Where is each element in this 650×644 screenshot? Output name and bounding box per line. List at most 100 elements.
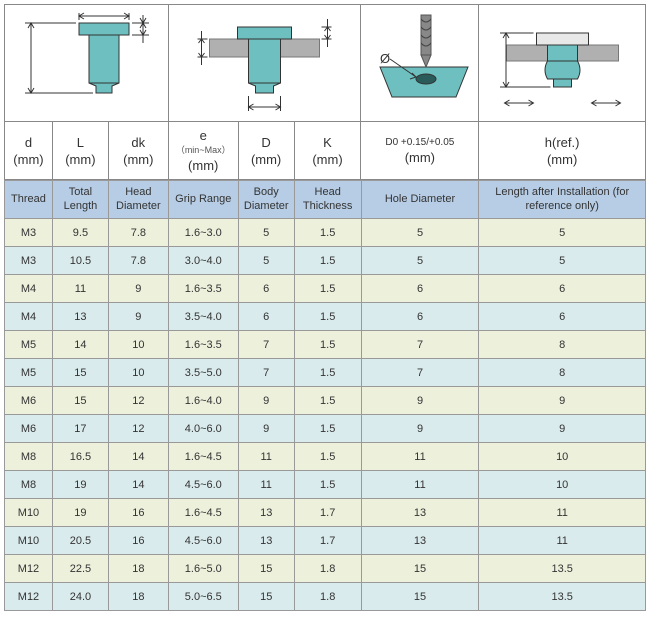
- table-cell: 11: [361, 471, 479, 499]
- table-cell: 4.0~6.0: [168, 415, 238, 443]
- table-cell: M8: [5, 443, 53, 471]
- table-cell: 9.5: [52, 219, 108, 247]
- dim-label: dk(mm): [109, 122, 169, 180]
- table-cell: 7: [238, 331, 294, 359]
- table-cell: 18: [108, 583, 168, 611]
- diagram-2: [169, 5, 362, 122]
- table-cell: 9: [361, 415, 479, 443]
- dim-label: D0 +0.15/+0.05(mm): [361, 122, 479, 180]
- dim-label: d(mm): [5, 122, 53, 180]
- table-cell: 5: [479, 247, 646, 275]
- table-cell: 9: [361, 387, 479, 415]
- svg-text:Ø: Ø: [380, 51, 390, 66]
- table-cell: 15: [52, 387, 108, 415]
- table-cell: 9: [108, 303, 168, 331]
- table-cell: 17: [52, 415, 108, 443]
- table-cell: 15: [361, 555, 479, 583]
- table-cell: 9: [238, 415, 294, 443]
- table-cell: 10: [479, 443, 646, 471]
- table-row: M1019161.6~4.5131.71311: [5, 499, 646, 527]
- table-cell: 15: [52, 359, 108, 387]
- table-cell: 10: [479, 471, 646, 499]
- table-cell: M3: [5, 219, 53, 247]
- diagram-row: < Ø: [4, 4, 646, 122]
- table-cell: 5: [361, 219, 479, 247]
- table-cell: 1.8: [294, 583, 361, 611]
- table-cell: 1.6~4.0: [168, 387, 238, 415]
- table-cell: 10: [108, 331, 168, 359]
- table-cell: 6: [238, 275, 294, 303]
- table-cell: M4: [5, 303, 53, 331]
- table-row: M1020.5164.5~6.0131.71311: [5, 527, 646, 555]
- table-cell: 16: [108, 527, 168, 555]
- table-cell: 15: [238, 583, 294, 611]
- table-cell: 7: [238, 359, 294, 387]
- table-cell: 11: [479, 499, 646, 527]
- table-cell: 16: [108, 499, 168, 527]
- col-header: Length after Installation (for reference…: [479, 181, 646, 219]
- table-cell: 1.5: [294, 415, 361, 443]
- table-cell: 22.5: [52, 555, 108, 583]
- table-cell: 11: [52, 275, 108, 303]
- table-cell: 1.5: [294, 303, 361, 331]
- table-cell: 1.6~3.0: [168, 219, 238, 247]
- table-cell: 13.5: [479, 555, 646, 583]
- table-cell: 1.5: [294, 219, 361, 247]
- table-cell: 13: [238, 499, 294, 527]
- table-cell: 24.0: [52, 583, 108, 611]
- table-cell: 13: [238, 527, 294, 555]
- table-cell: M10: [5, 527, 53, 555]
- table-cell: 15: [361, 583, 479, 611]
- table-cell: 6: [479, 303, 646, 331]
- table-cell: 6: [361, 303, 479, 331]
- dimension-labels-row: d(mm)L(mm)dk(mm)e（min~Max）(mm)D(mm)K(mm)…: [4, 122, 646, 180]
- table-cell: 5: [361, 247, 479, 275]
- table-cell: 5.0~6.5: [168, 583, 238, 611]
- table-cell: 20.5: [52, 527, 108, 555]
- col-header: Head Thickness: [294, 181, 361, 219]
- col-header: Hole Diameter: [361, 181, 479, 219]
- table-cell: 8: [479, 359, 646, 387]
- table-cell: 15: [238, 555, 294, 583]
- table-cell: 11: [479, 527, 646, 555]
- table-cell: 6: [361, 275, 479, 303]
- col-header: Body Diameter: [238, 181, 294, 219]
- table-cell: 1.6~3.5: [168, 331, 238, 359]
- table-cell: M6: [5, 387, 53, 415]
- table-cell: 8: [479, 331, 646, 359]
- table-cell: 9: [108, 275, 168, 303]
- table-cell: 13: [361, 499, 479, 527]
- table-cell: 19: [52, 471, 108, 499]
- table-cell: 1.6~3.5: [168, 275, 238, 303]
- table-cell: 10.5: [52, 247, 108, 275]
- table-cell: 13: [52, 303, 108, 331]
- table-cell: 1.5: [294, 471, 361, 499]
- table-cell: 14: [108, 443, 168, 471]
- table-cell: 1.6~4.5: [168, 499, 238, 527]
- table-cell: M4: [5, 275, 53, 303]
- table-row: M1224.0185.0~6.5151.81513.5: [5, 583, 646, 611]
- table-cell: 1.7: [294, 527, 361, 555]
- table-cell: M10: [5, 499, 53, 527]
- table-cell: 12: [108, 415, 168, 443]
- table-row: M617124.0~6.091.599: [5, 415, 646, 443]
- table-cell: 5: [238, 247, 294, 275]
- table-cell: 5: [238, 219, 294, 247]
- table-cell: 1.7: [294, 499, 361, 527]
- table-cell: 18: [108, 555, 168, 583]
- table-cell: 13.5: [479, 583, 646, 611]
- table-cell: 4.5~6.0: [168, 527, 238, 555]
- table-cell: 1.5: [294, 359, 361, 387]
- table-cell: 12: [108, 387, 168, 415]
- table-cell: M12: [5, 555, 53, 583]
- table-cell: 13: [361, 527, 479, 555]
- table-cell: M5: [5, 331, 53, 359]
- table-row: M514101.6~3.571.578: [5, 331, 646, 359]
- diagram-4: [479, 5, 646, 122]
- table-cell: 11: [238, 471, 294, 499]
- table-cell: M6: [5, 415, 53, 443]
- table-cell: 6: [479, 275, 646, 303]
- table-cell: 1.5: [294, 387, 361, 415]
- col-header: Total Length: [52, 181, 108, 219]
- table-cell: 1.6~5.0: [168, 555, 238, 583]
